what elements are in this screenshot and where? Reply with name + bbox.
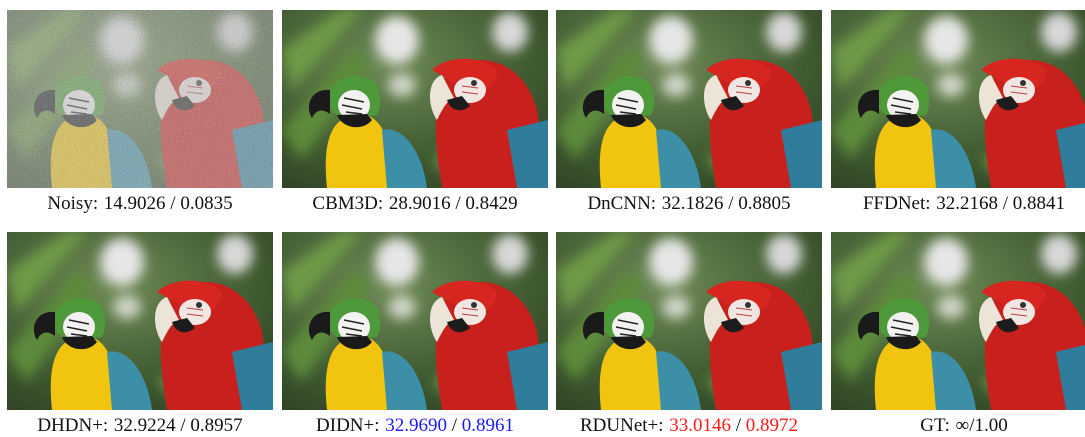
caption-psnr: 32.9224 [114,415,176,436]
parrot-image [831,232,1085,410]
caption: DnCNN: 32.1826 / 0.8805 [556,193,822,215]
caption-separator: / [447,415,462,436]
figure: Noisy: 14.9026 / 0.0835 CBM3D: 28.9016 / 0.… [0,0,1085,432]
caption: DIDN+:32.9690 / 0.8961 [282,415,548,437]
parrot-image [831,10,1085,188]
caption-separator: / [166,193,181,214]
caption-psnr: 33.0146 [669,415,731,436]
caption: GT:∞/1.00 [831,415,1085,437]
caption-ssim: 0.8961 [462,415,514,436]
caption-psnr: 28.9016 [389,193,451,214]
caption-separator: / [998,193,1013,214]
panel: GT:∞/1.00 [831,232,1085,437]
caption: CBM3D: 28.9016 / 0.8429 [282,193,548,215]
caption-ssim: 0.0835 [180,193,232,214]
parrot-image [556,10,822,188]
caption-psnr: 32.2168 [936,193,998,214]
caption-psnr: 14.9026 [104,193,166,214]
caption-psnr: 32.9690 [385,415,447,436]
caption-ssim: 0.8429 [465,193,517,214]
panel: CBM3D: 28.9016 / 0.8429 [282,10,548,215]
caption-separator: / [731,415,746,436]
image [556,10,822,188]
caption: RDUNet+:33.0146 / 0.8972 [556,415,822,437]
caption-separator: / [724,193,739,214]
image [282,10,548,188]
caption-method: DHDN+: [37,415,108,436]
caption-method: CBM3D: [312,193,383,214]
panel: RDUNet+:33.0146 / 0.8972 [556,232,822,437]
caption-method: RDUNet+: [580,415,664,436]
caption-method: DnCNN: [587,193,656,214]
caption-psnr: ∞ [956,415,970,436]
caption-method: Noisy: [47,193,98,214]
caption-method: FFDNet: [863,193,931,214]
caption-ssim: 0.8957 [190,415,242,436]
caption: FFDNet:32.2168 / 0.8841 [831,193,1085,215]
image [831,10,1085,188]
caption-separator: / [176,415,191,436]
panel: DnCNN: 32.1826 / 0.8805 [556,10,822,215]
panel: DHDN+: 32.9224 / 0.8957 [7,232,273,437]
image [7,232,273,410]
image [556,232,822,410]
parrot-image [282,10,548,188]
caption-ssim: 0.8841 [1013,193,1065,214]
parrot-image [556,232,822,410]
parrot-image [7,232,273,410]
caption: Noisy: 14.9026 / 0.0835 [7,193,273,215]
caption-ssim: 0.8805 [738,193,790,214]
panel: FFDNet:32.2168 / 0.8841 [831,10,1085,215]
caption-method: DIDN+: [316,415,380,436]
panel: Noisy: 14.9026 / 0.0835 [7,10,273,215]
caption-separator: / [451,193,466,214]
caption: DHDN+: 32.9224 / 0.8957 [7,415,273,437]
caption-ssim: 0.8972 [746,415,798,436]
caption-psnr: 32.1826 [662,193,724,214]
image [7,10,273,188]
parrot-image [282,232,548,410]
caption-ssim: 1.00 [974,415,1007,436]
image [831,232,1085,410]
noise [7,10,273,188]
image [282,232,548,410]
caption-method: GT: [920,415,950,436]
panel: DIDN+:32.9690 / 0.8961 [282,232,548,437]
